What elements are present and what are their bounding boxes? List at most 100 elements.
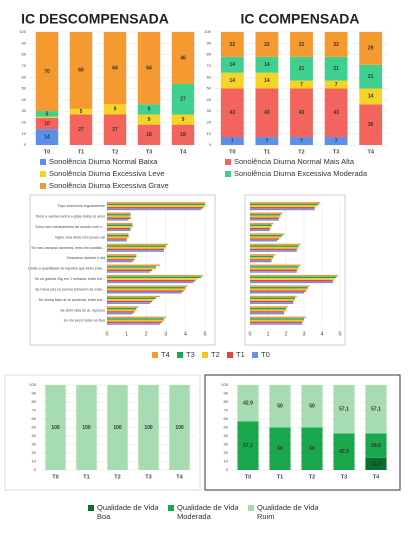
bar-segment (171, 32, 195, 84)
bar-segment (69, 114, 93, 145)
bar (250, 307, 286, 310)
bar (250, 300, 294, 303)
bar (250, 267, 299, 270)
x-tick-label: T0 (44, 149, 50, 155)
x-tick-label: T4 (373, 474, 380, 480)
bar-segment (137, 104, 161, 115)
bar (107, 306, 139, 308)
bar (107, 281, 194, 284)
data-label: 18 (146, 132, 152, 138)
legend-swatch (40, 171, 46, 177)
bar-segment (35, 117, 59, 130)
y-tick-label: 100 (204, 29, 211, 34)
bar-segment (255, 137, 279, 145)
bar-segment (237, 385, 259, 422)
bar (107, 234, 129, 237)
legend-label: Qualidade de Vida Ruim (257, 503, 319, 521)
bar (107, 323, 160, 325)
data-label: 21 (368, 74, 374, 80)
legend-swatch (248, 505, 254, 511)
bar-segment (103, 104, 127, 115)
bar (107, 287, 186, 289)
data-label: 64 (112, 65, 118, 71)
y-tick-label: 90 (22, 40, 27, 45)
legend-label: Sonolência Diurna Normal Mais Alta (234, 157, 355, 166)
data-label: 28,6 (371, 443, 381, 449)
data-label: 18 (180, 132, 186, 138)
category-label: Se meu cansaço aumenta, entro em contato… (31, 246, 105, 250)
bar (107, 226, 133, 228)
x-tick-label: T0 (245, 474, 251, 480)
bar (107, 239, 127, 242)
data-label: 9 (148, 107, 151, 113)
bar-segment (220, 137, 244, 145)
bar (250, 264, 301, 267)
bar-segment (220, 72, 244, 89)
bar-segment (359, 104, 383, 145)
bar (250, 274, 339, 277)
data-label: 21 (299, 66, 305, 72)
data-label: 22 (230, 42, 236, 48)
bar-segment (45, 385, 66, 470)
data-label: 100 (51, 425, 60, 431)
bar (107, 259, 135, 261)
category-label: Tomo meu medicamento de acordo com o... (35, 225, 105, 229)
bar (250, 259, 272, 261)
legend-label: Qualidade de Vida Moderada (177, 503, 239, 521)
bar (107, 274, 204, 277)
bar-segment (324, 88, 348, 138)
x-tick-label: T1 (78, 149, 84, 155)
x-tick-label: T1 (264, 149, 270, 155)
bar (107, 202, 205, 204)
bar (107, 224, 133, 227)
bar (250, 302, 294, 304)
data-label: 27 (112, 127, 118, 133)
data-label: 57,1 (371, 407, 381, 413)
y-tick-label: 10 (224, 459, 229, 464)
data-label: 29 (368, 46, 374, 52)
bar (250, 292, 304, 294)
bar-segment (69, 108, 93, 115)
bar-segment (359, 88, 383, 105)
bar-segment (269, 427, 291, 470)
bar (250, 278, 335, 280)
x-tick-label: T2 (112, 149, 118, 155)
bar-segment (255, 56, 279, 73)
legend-swatch (225, 159, 231, 165)
data-label: 14 (264, 78, 270, 84)
bar-segment (220, 56, 244, 73)
y-tick-label: 80 (32, 399, 37, 404)
bar-segment (107, 385, 128, 470)
data-label: 14 (230, 78, 236, 84)
bar (107, 215, 131, 218)
y-tick-label: 60 (22, 74, 27, 79)
y-tick-label: 60 (32, 416, 37, 421)
x-tick-label: 2 (284, 331, 287, 337)
category-label: Se meus pés ou pernas tornarem-se mais..… (35, 287, 105, 291)
y-tick-label: 100 (19, 29, 26, 34)
data-label: 14 (264, 62, 270, 68)
legend-swatch (152, 352, 158, 358)
bar-segment (290, 56, 313, 81)
y-tick-label: 30 (32, 442, 37, 447)
bar (250, 227, 270, 230)
bar-segment (237, 421, 259, 470)
y-tick-label: 50 (22, 86, 27, 91)
data-label: 14 (44, 134, 50, 140)
bar-segment (220, 32, 244, 57)
frame (4, 374, 201, 491)
x-tick-label: 1 (125, 331, 128, 337)
bar (250, 311, 285, 313)
bar-segment (35, 116, 59, 118)
bar (250, 257, 274, 259)
legend-swatch (227, 352, 233, 358)
y-tick-label: 80 (207, 52, 212, 57)
legend-swatch (177, 352, 183, 358)
bar (107, 267, 156, 270)
legend-swatch (88, 505, 94, 511)
bar (107, 269, 153, 272)
data-label: 9 (114, 107, 117, 113)
y-tick-label: 20 (224, 450, 229, 455)
data-label: 46 (180, 55, 186, 61)
